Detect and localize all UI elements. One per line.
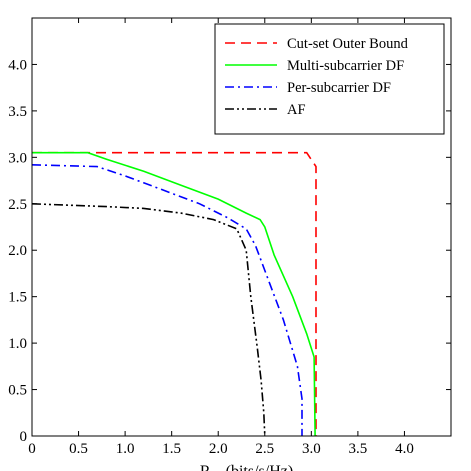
- x-tick-label: 0.5: [69, 441, 88, 457]
- y-tick-label: 0.5: [8, 383, 27, 399]
- x-tick-label: 3.5: [349, 441, 368, 457]
- x-tick-label: 1.5: [162, 441, 181, 457]
- x-axis-label: R₁₂ (bits/s/Hz): [200, 463, 293, 471]
- y-tick-label: 4.0: [8, 57, 27, 73]
- y-tick-label: 3.0: [8, 150, 27, 166]
- series-line-0: [32, 151, 317, 436]
- y-tick-label: 1.5: [8, 290, 27, 306]
- y-tick-label: 2.5: [8, 197, 27, 213]
- series-line-2: [31, 164, 303, 436]
- legend-box: [214, 23, 445, 135]
- y-axis-ticks: 0 0.5 1.0 1.5 2.0 2.5 3.0 3.5 4.0: [8, 57, 451, 445]
- plot-frame: [31, 17, 452, 437]
- x-tick-label: 2.5: [255, 441, 274, 457]
- y-tick-label: 3.5: [8, 104, 27, 120]
- y-tick-label: 0: [20, 429, 28, 445]
- y-tick-label: 2.0: [8, 243, 27, 259]
- legend-label-1: Multi-subcarrier DF: [287, 58, 404, 74]
- x-tick-label: 0: [28, 441, 36, 457]
- legend: Cut-set Outer Bound Multi-subcarrier DF Pe…: [214, 23, 445, 135]
- series-lines: [31, 151, 317, 437]
- series-line-1: [32, 151, 316, 437]
- y-tick-label: 1.0: [8, 336, 27, 352]
- x-tick-label: 1.0: [116, 441, 135, 457]
- x-tick-label: 2.0: [209, 441, 228, 457]
- legend-label-3: AF: [287, 102, 306, 118]
- x-tick-label: 4.0: [395, 441, 414, 457]
- x-tick-label: 3.0: [302, 441, 321, 457]
- legend-label-2: Per-subcarrier DF: [287, 80, 391, 96]
- series-line-3: [31, 203, 266, 437]
- legend-label-0: Cut-set Outer Bound: [287, 36, 409, 52]
- x-axis-ticks: 0 0.5 1.0 1.5 2.0 2.5 3.0 3.5 4.0: [28, 18, 414, 457]
